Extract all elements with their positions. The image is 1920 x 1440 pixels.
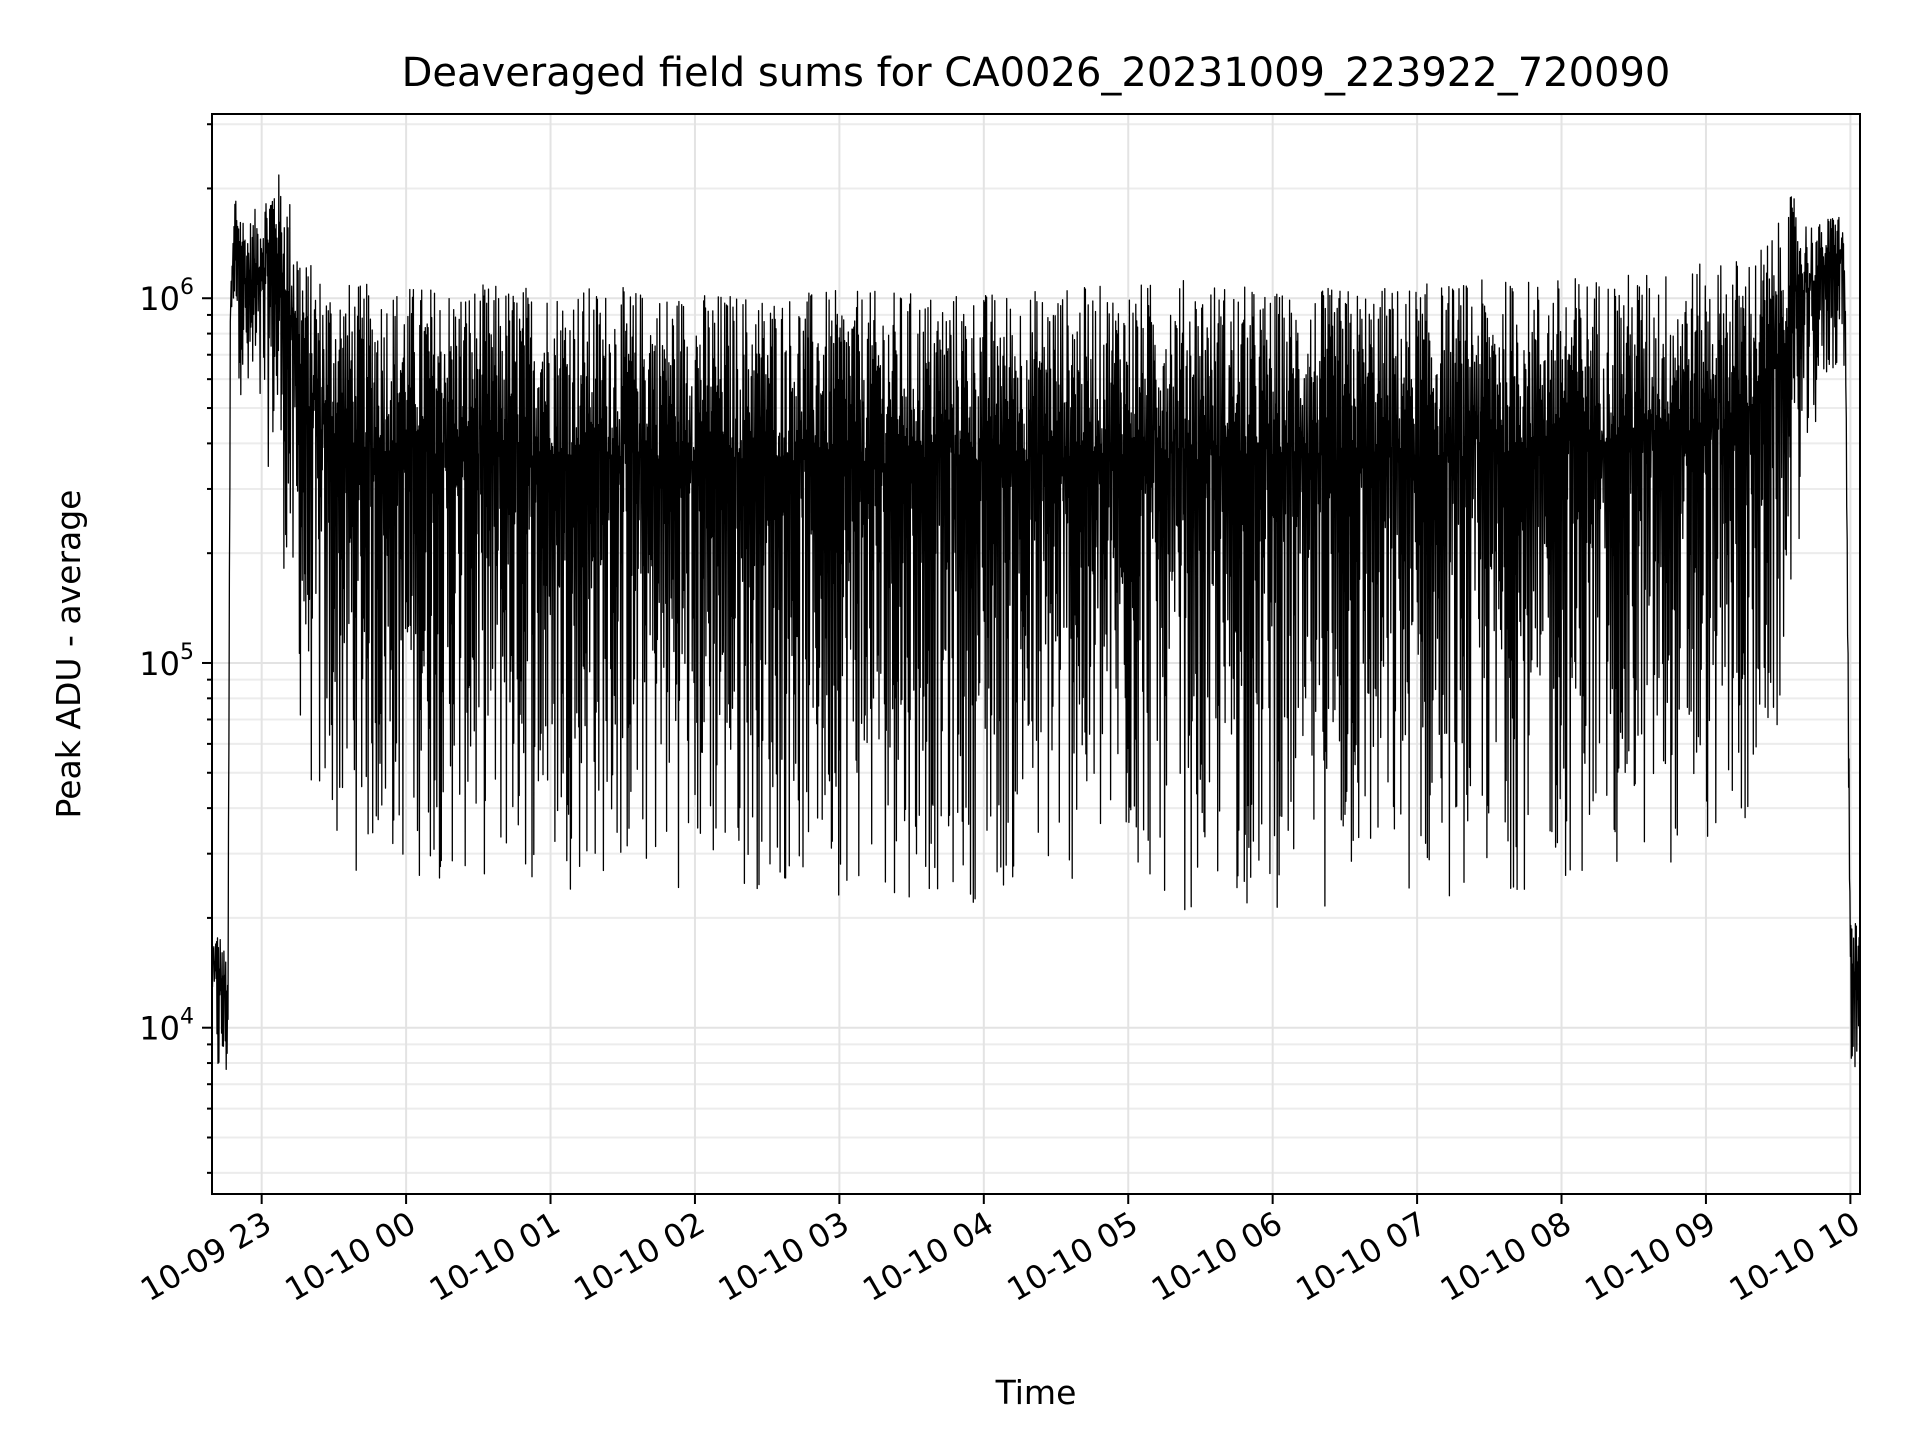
x-tick-label: 10-10 10 bbox=[1723, 1204, 1867, 1309]
plot-frame bbox=[211, 113, 1861, 1195]
x-tick-label: 10-10 00 bbox=[278, 1204, 422, 1309]
x-tick-label: 10-09 23 bbox=[134, 1204, 278, 1309]
series bbox=[211, 174, 1861, 1071]
x-tick-label: 10-10 08 bbox=[1434, 1204, 1578, 1309]
x-tick-label: 10-10 04 bbox=[856, 1204, 1000, 1309]
y-tick-label: 104 bbox=[139, 1005, 194, 1048]
series-line bbox=[211, 174, 1861, 1071]
x-tick-label: 10-10 03 bbox=[712, 1204, 856, 1309]
x-tick-label: 10-10 02 bbox=[567, 1204, 711, 1309]
x-tick-label: 10-10 01 bbox=[423, 1204, 567, 1309]
x-tick-label: 10-10 09 bbox=[1578, 1204, 1722, 1309]
y-tick-label: 105 bbox=[139, 640, 194, 683]
x-axis-label: Time bbox=[995, 1373, 1077, 1412]
x-tick-label: 10-10 05 bbox=[1001, 1204, 1145, 1309]
x-tick-label: 10-10 07 bbox=[1289, 1204, 1433, 1309]
x-tick-label: 10-10 06 bbox=[1145, 1204, 1289, 1309]
y-tick-label: 106 bbox=[139, 275, 194, 318]
y-axis-label: Peak ADU - average bbox=[49, 490, 88, 819]
chart-title: Deaveraged field sums for CA0026_2023100… bbox=[402, 50, 1671, 96]
